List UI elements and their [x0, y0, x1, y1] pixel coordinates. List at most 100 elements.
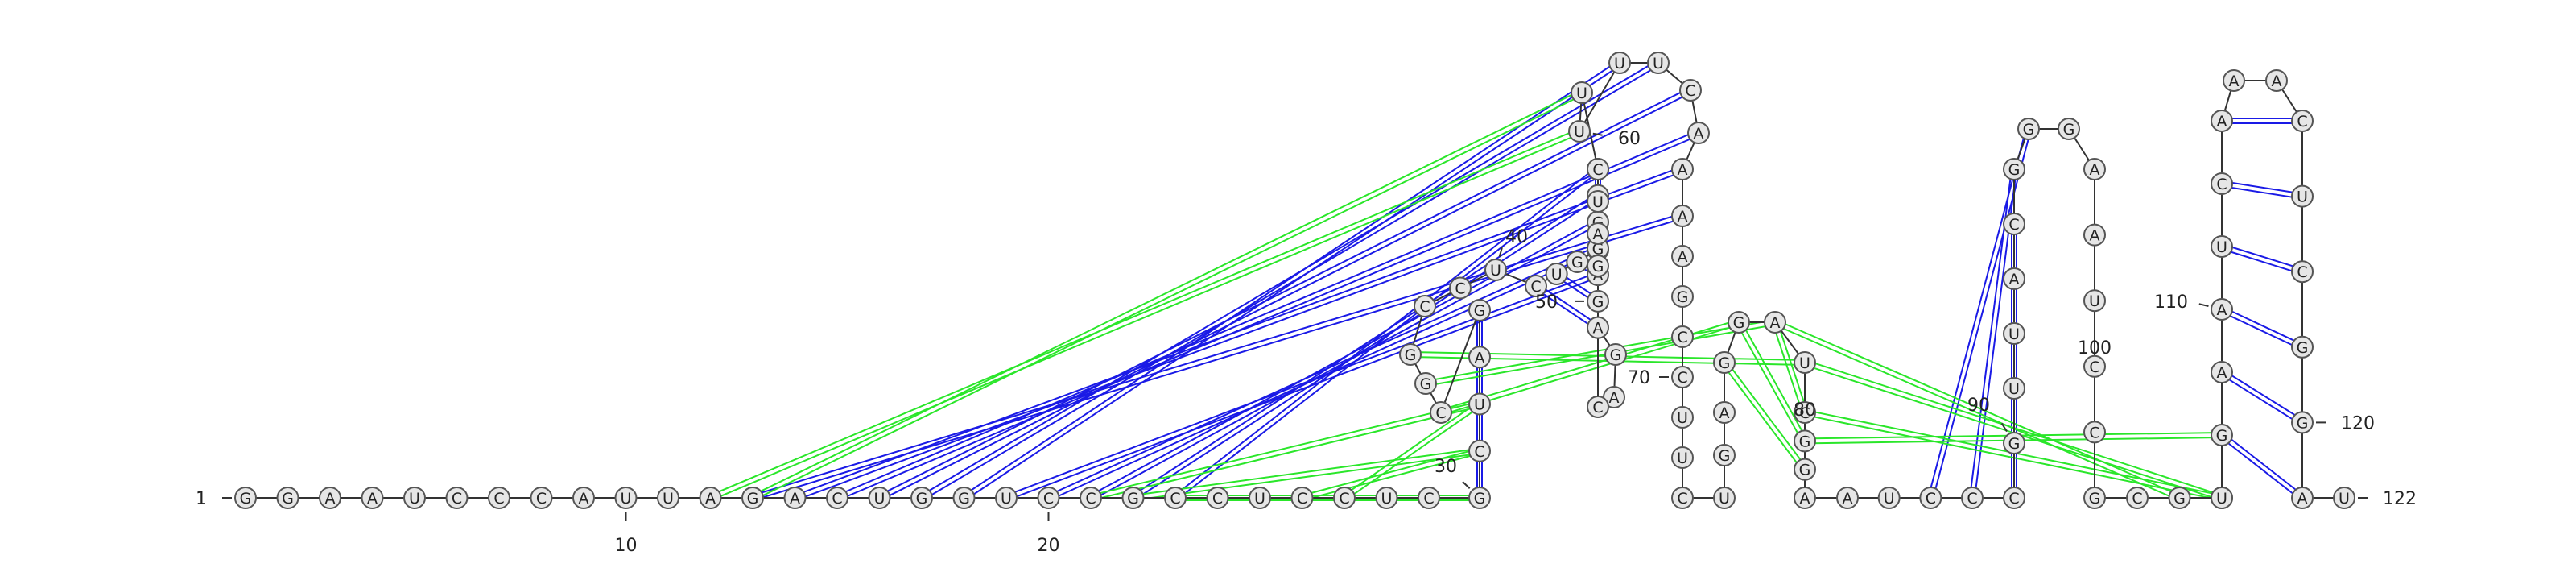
- nucleotide-85: A: [1836, 487, 1859, 509]
- nucleotide-letter: C: [1592, 399, 1603, 417]
- nucleotide-circle: [1713, 487, 1736, 509]
- nucleotide-circle: [234, 487, 257, 509]
- nucleotide-letter: C: [1677, 490, 1687, 508]
- pseudoknot-base-pair: [795, 170, 1684, 501]
- nucleotide-letter: C: [2216, 176, 2227, 193]
- nucleotide-circle: [2168, 487, 2191, 509]
- nucleotide-letter: G: [2297, 339, 2309, 357]
- nucleotide-circle: [1206, 487, 1229, 509]
- nucleotide-letter: G: [1127, 490, 1139, 508]
- nucleotide-circle: [1545, 263, 1568, 285]
- nucleotide-letter: A: [325, 490, 336, 508]
- nucleotide-letter: A: [1843, 490, 1853, 508]
- nucleotide-3: A: [319, 487, 341, 509]
- nucleotide-100: U: [2083, 289, 2106, 313]
- stem-base-pair: [2222, 306, 2304, 346]
- nucleotide-circle: [1713, 351, 1736, 374]
- nucleotide-120: G: [2291, 411, 2314, 434]
- nucleotide-layer: G G A A U C C C A U U A G A C U G G U C C G C C U C C U C GCUAGCGGCCU…: [234, 52, 2355, 509]
- nucleotide-18: G: [952, 487, 976, 509]
- stem-base-pair: [2223, 369, 2305, 421]
- nucleotide-letter: A: [1609, 389, 1620, 407]
- nucleotide-letter: A: [2217, 364, 2227, 382]
- nucleotide-letter: G: [1610, 346, 1622, 364]
- pseudoknot-base-pair: [751, 89, 1582, 497]
- nucleotide-11: U: [657, 487, 679, 509]
- nucleotide-circle: [2211, 298, 2233, 321]
- nucleotide-8: C: [530, 487, 553, 509]
- stem-base-pair: [1772, 322, 1804, 414]
- nucleotide-80: U: [1794, 351, 1816, 374]
- nucleotide-115: A: [2265, 69, 2288, 92]
- nucleotide-letter: U: [874, 490, 886, 508]
- nucleotide-circle: [2083, 421, 2106, 444]
- nucleotide-circle: [488, 487, 510, 509]
- nucleotide-letter: G: [1733, 314, 1745, 332]
- nucleotide-letter: U: [2216, 490, 2227, 508]
- nucleotide-letter: G: [2008, 161, 2021, 179]
- nucleotide-84: A: [1794, 487, 1816, 509]
- nucleotide-67: A: [1671, 245, 1694, 267]
- nucleotide-102: C: [2083, 421, 2106, 444]
- nucleotide-letter: G: [1677, 288, 1689, 306]
- nucleotide-circle: [1587, 289, 1609, 313]
- nucleotide-circle: [1608, 52, 1631, 74]
- nucleotide-letter: G: [2174, 490, 2186, 508]
- nucleotide-letter: U: [1574, 123, 1585, 141]
- nucleotide-21: C: [1080, 487, 1102, 509]
- nucleotide-letter: C: [493, 490, 504, 508]
- nucleotide-circle: [1671, 205, 1694, 227]
- stem-base-pair: [2223, 432, 2305, 497]
- nucleotide-75: G: [1713, 444, 1736, 466]
- nucleotide-letter: U: [1381, 490, 1393, 508]
- nucleotide-circle: [276, 487, 299, 509]
- nucleotide-71: U: [1671, 406, 1694, 429]
- pseudoknot-base-pair: [1090, 400, 1480, 497]
- nucleotide-circle: [699, 487, 722, 509]
- nucleotide-circle: [2083, 354, 2106, 378]
- nucleotide-circle: [826, 487, 848, 509]
- nucleotide-letter: A: [2090, 161, 2100, 179]
- pseudoknot-base-pair: [711, 132, 1581, 501]
- position-label-120: 120: [2341, 413, 2375, 433]
- nucleotide-103: G: [2083, 487, 2106, 509]
- nucleotide-26: C: [1290, 487, 1314, 509]
- nucleotide-letter: G: [958, 490, 970, 508]
- nucleotide-50: G: [1587, 289, 1609, 313]
- nucleotide-circle: [2211, 172, 2233, 195]
- nucleotide-66: A: [1671, 205, 1694, 227]
- nucleotide-circle: [2291, 184, 2314, 208]
- nucleotide-letter: C: [1685, 82, 1695, 100]
- nucleotide-letter: A: [1475, 349, 1485, 367]
- nucleotide-circle: [319, 487, 341, 509]
- nucleotide-94: C: [2003, 213, 2025, 235]
- nucleotide-59: U: [1571, 81, 1593, 104]
- nucleotide-letter: A: [579, 490, 589, 508]
- nucleotide-19: U: [995, 487, 1018, 509]
- nucleotide-circle: [2291, 110, 2314, 132]
- backbone-segment: [1579, 62, 1620, 132]
- nucleotide-letter: C: [452, 490, 462, 508]
- nucleotide-circle: [1568, 120, 1591, 143]
- nucleotide-letter: U: [1677, 409, 1688, 427]
- nucleotide-57: U: [1587, 190, 1609, 213]
- nucleotide-12: A: [699, 487, 722, 509]
- nucleotide-letter: C: [2008, 216, 2019, 234]
- nucleotide-121: A: [2291, 487, 2314, 509]
- nucleotide-circle: [2083, 158, 2106, 180]
- nucleotide-circle: [1290, 487, 1314, 509]
- nucleotide-letter: G: [240, 490, 252, 508]
- pseudoknot-base-pair: [923, 64, 1661, 501]
- stem-base-pair: [2220, 247, 2302, 276]
- pseudoknot-base-pair: [1006, 276, 1600, 501]
- stem-base-pair: [2221, 184, 2302, 200]
- nucleotide-circle: [1468, 392, 1491, 416]
- nucleotide-43: G: [1566, 251, 1589, 273]
- position-label-60: 60: [1618, 129, 1641, 149]
- nucleotide-letter: U: [2008, 325, 2020, 343]
- nucleotide-29: C: [1418, 487, 1440, 509]
- nucleotide-circle: [1671, 487, 1694, 509]
- nucleotide-98: A: [2083, 158, 2106, 180]
- nucleotide-letter: C: [1799, 404, 1810, 422]
- nucleotide-circle: [2083, 487, 2106, 509]
